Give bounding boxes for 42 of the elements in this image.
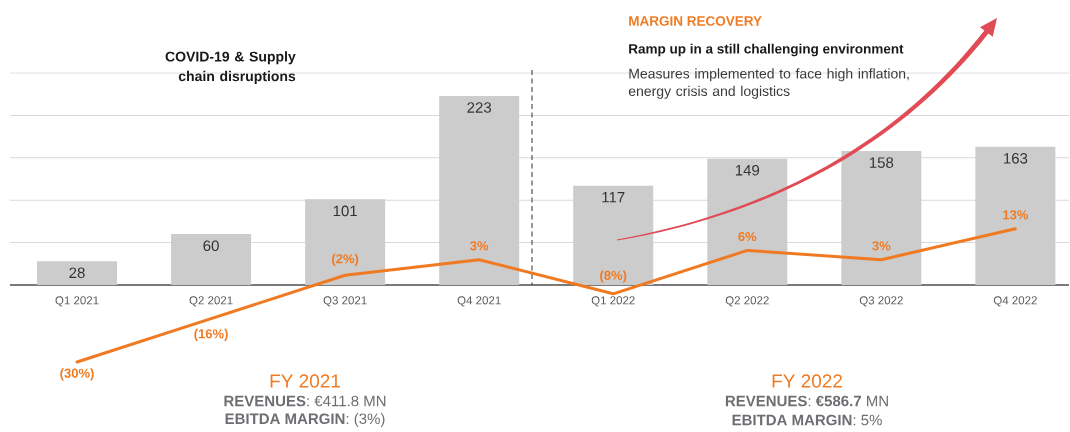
bar: [573, 185, 654, 285]
data-label: 223: [467, 102, 492, 113]
text: REVENUES: €586.7 MN: [725, 395, 888, 407]
text: FY 2022: [772, 374, 842, 388]
bar: [707, 158, 788, 285]
data-label: 149: [735, 164, 760, 176]
data-label: 13%: [1003, 210, 1029, 220]
data-label: 163: [1004, 153, 1028, 164]
x-tick-label: Q4 2022: [993, 296, 1037, 307]
data-label: 117: [602, 192, 625, 203]
data-label: (16%): [194, 328, 228, 341]
text: FY 2021: [270, 374, 340, 388]
text: EBITDA MARGIN: (3%): [225, 413, 385, 427]
x-tick-label: Q2 2021: [189, 296, 233, 307]
text: REVENUES: €411.8 MN: [224, 395, 386, 407]
data-label: 6%: [738, 231, 757, 242]
annotation: COVID-19 & Supply chain disruptions: [165, 51, 296, 84]
bar: [439, 95, 520, 285]
data-label: 3%: [872, 241, 891, 251]
data-label: (30%): [60, 368, 94, 381]
bar: [305, 199, 386, 285]
data-label: (8%): [600, 270, 627, 283]
bar: [841, 151, 922, 285]
bar: [37, 261, 118, 285]
bar: [171, 234, 252, 285]
x-tick-label: Q2 2022: [725, 296, 769, 307]
text: Ramp up in a still challenging environment: [629, 43, 904, 57]
data-label: 28: [69, 267, 85, 279]
x-tick-label: Q3 2022: [859, 296, 903, 307]
data-label: (2%): [332, 253, 359, 266]
data-label: 60: [203, 240, 219, 252]
text: MARGIN RECOVERY: [629, 16, 762, 26]
text: EBITDA MARGIN: 5%: [732, 414, 882, 426]
data-label: 158: [869, 157, 894, 168]
x-tick-label: Q4 2021: [457, 296, 501, 307]
x-tick-label: Q1 2022: [591, 296, 635, 307]
data-label: 3%: [470, 241, 489, 251]
data-label: 101: [333, 205, 357, 217]
x-tick-label: Q1 2021: [55, 296, 99, 307]
x-tick-label: Q3 2021: [323, 296, 367, 307]
bar: [975, 146, 1056, 285]
annotation: Measures implemented to face high inflation, energy crisis and logistics: [628, 68, 909, 99]
